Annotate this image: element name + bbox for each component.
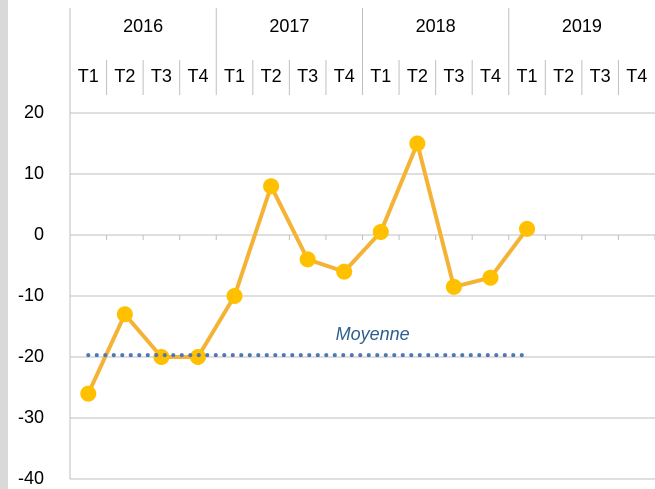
left-edge	[0, 0, 8, 489]
year-label: 2018	[416, 16, 456, 36]
marker	[116, 306, 133, 323]
x-tick-label: T4	[626, 66, 647, 86]
x-tick-label: T1	[517, 66, 538, 86]
y-tick-label: 0	[34, 224, 44, 244]
marker	[409, 135, 426, 152]
year-label: 2019	[562, 16, 602, 36]
year-label: 2016	[123, 16, 163, 36]
x-tick-label: T1	[78, 66, 99, 86]
y-tick-label: -10	[18, 285, 44, 305]
x-tick-label: T1	[224, 66, 245, 86]
y-tick-label: -20	[18, 346, 44, 366]
marker	[263, 178, 280, 195]
x-tick-label: T2	[553, 66, 574, 86]
x-tick-label: T1	[370, 66, 391, 86]
x-tick-label: T3	[590, 66, 611, 86]
x-tick-label: T3	[151, 66, 172, 86]
y-tick-label: -40	[18, 468, 44, 488]
marker	[372, 223, 389, 240]
marker	[189, 349, 206, 365]
y-tick-label: 20	[24, 102, 44, 122]
x-tick-label: T2	[114, 66, 135, 86]
marker	[80, 385, 97, 402]
marker	[336, 263, 353, 280]
x-tick-label: T4	[334, 66, 355, 86]
x-tick-label: T3	[443, 66, 464, 86]
x-tick-label: T4	[480, 66, 501, 86]
x-tick-label: T2	[407, 66, 428, 86]
marker	[482, 269, 499, 286]
x-tick-label: T4	[187, 66, 208, 86]
marker	[299, 251, 316, 268]
y-tick-label: -30	[18, 407, 44, 427]
legend-label: Moyenne	[336, 324, 410, 344]
marker	[519, 220, 536, 237]
marker	[445, 278, 462, 295]
marker	[226, 288, 243, 304]
year-label: 2017	[269, 16, 309, 36]
y-tick-label: 10	[24, 163, 44, 183]
marker	[153, 349, 170, 365]
x-tick-label: T3	[297, 66, 318, 86]
x-tick-label: T2	[261, 66, 282, 86]
